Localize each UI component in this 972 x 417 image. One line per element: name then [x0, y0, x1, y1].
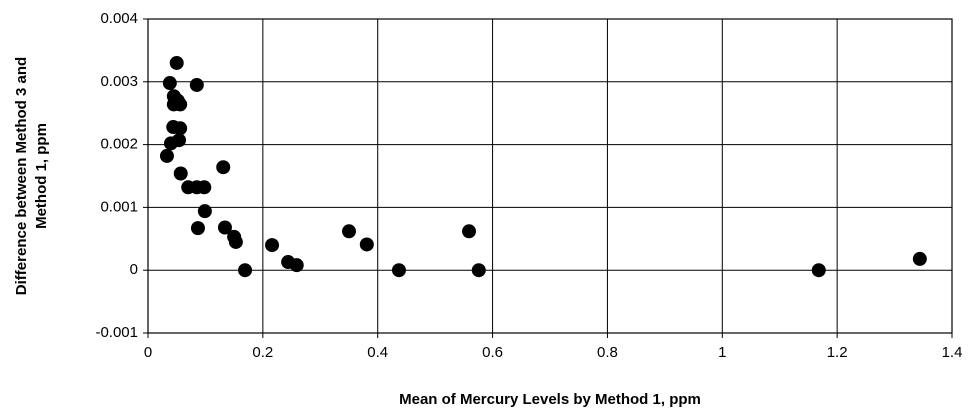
- x-tick-label: 1.4: [942, 344, 963, 361]
- point: [216, 160, 231, 175]
- x-tick-label: 0: [144, 344, 152, 361]
- point: [228, 234, 243, 249]
- x-axis-label: Mean of Mercury Levels by Method 1, ppm: [399, 391, 701, 408]
- point: [190, 221, 205, 236]
- point: [173, 97, 188, 112]
- point: [169, 55, 184, 70]
- x-tick-label: 0.6: [482, 344, 503, 361]
- x-tick-label: 0.2: [252, 344, 273, 361]
- y-axis-label: Method 1, ppm: [33, 123, 50, 229]
- point: [173, 121, 188, 136]
- point: [289, 258, 304, 273]
- y-tick-label: 0.002: [100, 136, 138, 153]
- point: [159, 148, 174, 163]
- y-tick-label: -0.001: [95, 324, 138, 341]
- point: [391, 263, 406, 278]
- x-tick-label: 1.2: [827, 344, 848, 361]
- y-tick-label: 0.004: [100, 10, 138, 27]
- point: [172, 133, 187, 148]
- point: [342, 224, 356, 239]
- y-tick-label: 0: [130, 261, 138, 278]
- point: [197, 180, 212, 195]
- point: [471, 263, 486, 278]
- y-axis-label: Difference between Method 3 and: [13, 57, 30, 295]
- point: [238, 263, 253, 278]
- point: [173, 166, 188, 181]
- point: [162, 76, 177, 91]
- x-tick-label: 1: [718, 344, 726, 361]
- point: [462, 224, 477, 239]
- plot-area: [147, 18, 953, 334]
- x-tick-label: 0.8: [597, 344, 618, 361]
- point: [217, 220, 232, 235]
- y-tick-label: 0.001: [100, 198, 138, 215]
- point: [359, 237, 374, 252]
- point: [265, 238, 280, 253]
- point: [912, 251, 927, 266]
- x-tick-label: 0.4: [367, 344, 388, 361]
- point: [197, 204, 212, 219]
- y-tick-label: 0.003: [100, 73, 138, 90]
- point: [189, 77, 204, 92]
- point: [811, 263, 826, 278]
